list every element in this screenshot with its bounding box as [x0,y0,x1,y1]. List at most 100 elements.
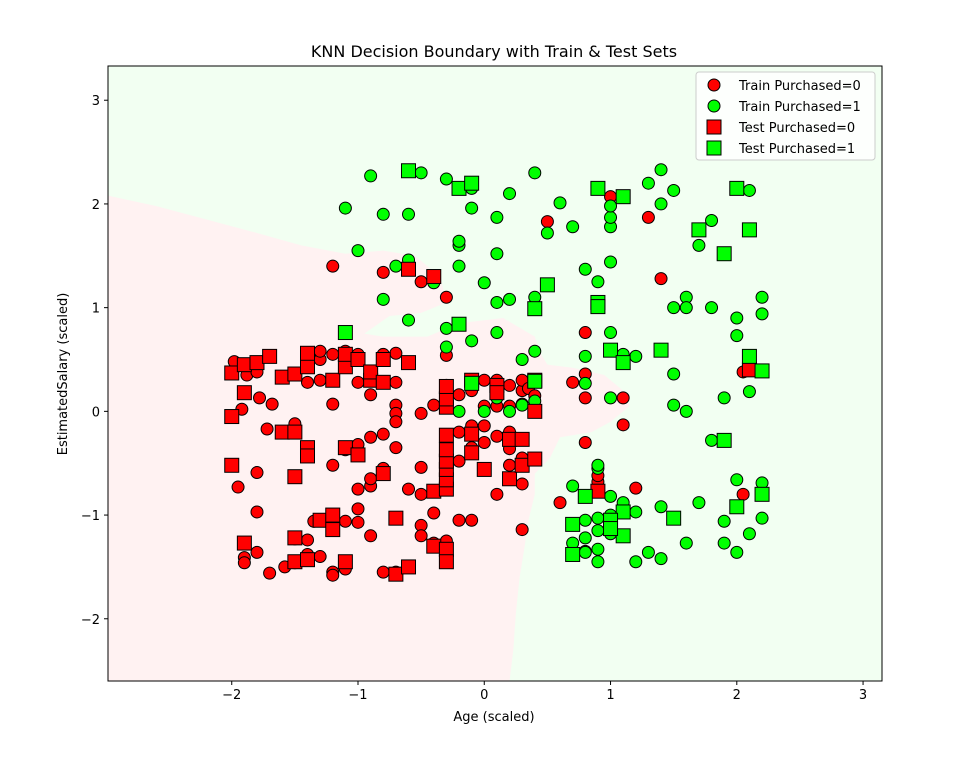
data-point [691,222,707,238]
data-point [590,299,606,315]
data-point [503,292,517,306]
data-point [465,513,479,527]
data-point [426,538,442,554]
data-point [503,458,517,472]
data-point [477,373,491,387]
data-point [565,516,581,532]
data-point [389,415,403,429]
series-4 [337,163,770,562]
legend-marker [706,119,722,135]
data-point [578,326,592,340]
data-point [730,329,744,343]
legend-label: Train Purchased=0 [738,79,861,94]
data-point [299,345,315,361]
data-point [742,183,756,197]
data-point [489,385,505,401]
data-point [729,499,745,515]
data-point [705,301,719,315]
data-point [591,555,605,569]
data-point [604,326,618,340]
data-point [578,531,592,545]
data-point [515,477,529,491]
data-point [452,388,466,402]
x-tick-label: 2 [733,688,741,703]
data-point [754,363,770,379]
data-point [427,398,441,412]
data-point [375,351,391,367]
data-point [578,349,592,363]
x-tick-label: −2 [222,688,241,703]
data-point [566,479,580,493]
data-point [742,385,756,399]
data-point [591,542,605,556]
data-point [667,398,681,412]
chart-title: KNN Decision Boundary with Train & Test … [311,42,677,61]
data-point [591,458,605,472]
data-point [376,427,390,441]
data-point [236,357,252,373]
legend-label: Test Purchased=0 [738,121,855,136]
data-point [326,397,340,411]
data-point [629,555,643,569]
data-point [426,483,442,499]
data-point [452,404,466,418]
data-point [364,529,378,543]
data-point [287,530,303,546]
data-point [414,529,428,543]
data-point [527,301,543,317]
data-point [566,220,580,234]
data-point [667,301,681,315]
data-point [464,175,480,191]
data-point [603,342,619,358]
data-point [578,513,592,527]
data-point [641,176,655,190]
data-point [376,207,390,221]
legend-marker [706,140,722,156]
data-point [402,207,416,221]
legend-box [695,71,876,161]
data-point [249,355,265,371]
data-point [654,500,668,514]
data-point [490,247,504,261]
data-point [527,373,543,389]
data-point [503,187,517,201]
data-point [578,545,592,559]
data-point [262,348,278,364]
data-point [616,391,630,405]
data-point [528,166,542,180]
legend-label: Test Purchased=1 [738,142,855,157]
data-point [477,435,491,449]
data-point [438,378,454,394]
data-point [260,422,274,436]
data-point [755,307,769,321]
y-tick-label: −1 [81,509,100,524]
data-point [426,269,442,285]
data-point [539,277,555,293]
data-point [325,522,341,538]
data-point [414,406,428,420]
data-point [577,488,593,504]
data-point [299,448,315,464]
data-point [313,550,327,564]
data-point [414,460,428,474]
y-tick-label: 3 [92,94,100,109]
data-point [313,344,327,358]
data-point [717,391,731,405]
data-point [351,375,365,389]
data-point [729,180,745,196]
data-point [615,189,631,205]
data-point [452,259,466,273]
data-point [553,496,567,510]
data-point [527,403,543,419]
data-point [477,419,491,433]
legend-marker [707,99,721,113]
data-point [667,183,681,197]
x-tick-label: 1 [606,688,614,703]
data-point [265,397,279,411]
data-point [439,172,453,186]
y-axis-label: EstimatedSalary (scaled) [56,293,71,456]
data-point [375,466,391,482]
data-point [414,166,428,180]
data-point [300,533,314,547]
